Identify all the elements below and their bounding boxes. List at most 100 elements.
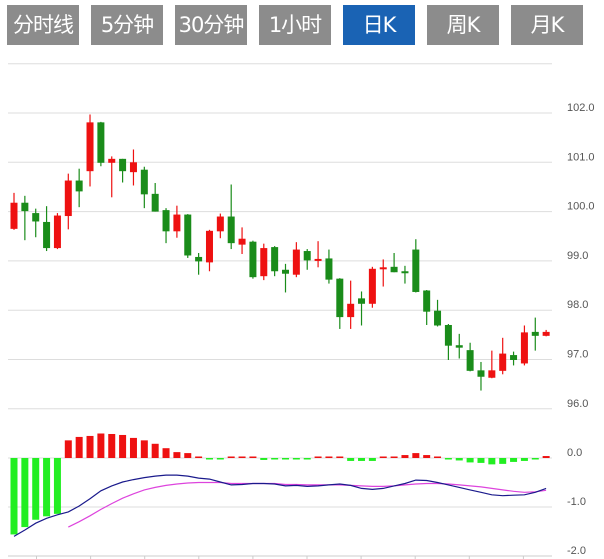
macd-histogram-bar [108,433,116,458]
candle-body [455,345,463,348]
tab-2[interactable]: 30分钟 [175,5,247,45]
candle-body [477,370,485,377]
price-tick-label: 101.0 [567,151,595,163]
tab-5[interactable]: 周K [427,5,499,45]
macd-histogram-bar [434,456,442,458]
macd-histogram-bar [423,455,431,458]
macd-histogram-bar [368,458,376,461]
candle-body [358,298,366,304]
candle-body [173,214,181,232]
macd-histogram-bar [499,458,507,464]
candle-body [195,256,203,262]
candle-body [292,249,300,275]
candle-body [205,230,213,263]
macd-histogram-bar [542,456,550,458]
price-tick-label: 102.0 [567,102,595,114]
candle-body [140,169,148,195]
price-tick-label: 100.0 [567,201,595,213]
macd-histogram-bar [488,458,496,465]
macd-histogram-bar [336,456,344,458]
macd-histogram-bar [86,435,94,458]
macd-histogram-bar [129,437,137,458]
candle-body [314,258,322,261]
macd-histogram-bar [227,456,235,458]
macd-histogram-bar [510,458,518,462]
candle-body [162,210,170,232]
macd-histogram-bar [216,458,224,460]
candle-body [108,158,116,163]
macd-histogram-bar [358,458,366,461]
macd-tick-label: -1.0 [567,496,586,508]
candle-body [390,266,398,273]
macd-histogram-bar [477,458,485,463]
macd-histogram-bar [314,456,322,458]
macd-histogram-bar [184,453,192,458]
candle-body [444,324,452,346]
candle-body [542,331,550,336]
macd-tick-label: 0.0 [567,447,582,459]
macd-histogram-bar [249,456,257,458]
macd-histogram-bar [303,458,311,460]
candle-body [510,355,518,360]
candle-body [401,271,409,274]
candle-body [423,290,431,312]
macd-histogram-bar [347,458,355,461]
candle-body [282,269,289,274]
candle-body [325,258,333,280]
candle-body [379,267,387,270]
macd-histogram-bar [390,456,398,458]
candle-body [260,248,268,277]
candle-body [227,216,235,244]
macd-histogram-bar [10,458,18,535]
candle-body [303,251,311,261]
macd-histogram-bar [53,458,61,514]
macd-histogram-bar [32,458,40,520]
candle-body [216,216,224,232]
candle-body [499,353,507,371]
candle-body [412,249,420,292]
macd-histogram-bar [97,433,105,458]
candle-body [64,180,72,217]
macd-histogram-bar [292,458,300,460]
macd-histogram-bar [520,458,528,461]
candle-body [488,370,496,378]
period-tabs: 分时线 5分钟 30分钟 1小时 日K 周K 月K [0,0,604,50]
candle-body [520,332,528,364]
candle-body [434,310,442,326]
macd-histogram-bar [238,456,246,458]
macd-histogram-bar [195,456,203,458]
macd-histogram-bar [531,458,539,460]
candle-body [347,303,355,318]
macd-histogram-bar [401,455,409,458]
macd-histogram-bar [21,458,29,528]
tab-4[interactable]: 日K [343,5,415,45]
macd-histogram-bar [271,458,279,460]
candle-body [10,202,18,229]
macd-histogram-bar [412,453,420,458]
candle-body [151,193,159,212]
macd-histogram-bar [282,458,289,460]
macd-histogram-bar [379,456,387,458]
candle-body [336,278,344,318]
dea-line [68,481,547,528]
tab-3[interactable]: 1小时 [259,5,331,45]
tab-0[interactable]: 分时线 [7,5,79,45]
candle-body [32,213,40,222]
macd-histogram-bar [75,436,83,458]
tab-1[interactable]: 5分钟 [91,5,163,45]
tab-6[interactable]: 月K [511,5,583,45]
candle-body [368,268,376,304]
macd-histogram-bar [205,458,213,460]
macd-histogram-bar [444,458,452,460]
candle-body [466,350,474,371]
dif-line [13,474,547,537]
macd-histogram-bar [140,440,148,458]
macd-histogram-bar [466,458,474,463]
candle-body [119,158,127,172]
candle-body [97,122,105,163]
price-tick-label: 98.0 [567,299,588,311]
price-tick-label: 97.0 [567,349,588,361]
macd-histogram-bar [325,456,333,458]
macd-histogram-bar [173,452,181,458]
